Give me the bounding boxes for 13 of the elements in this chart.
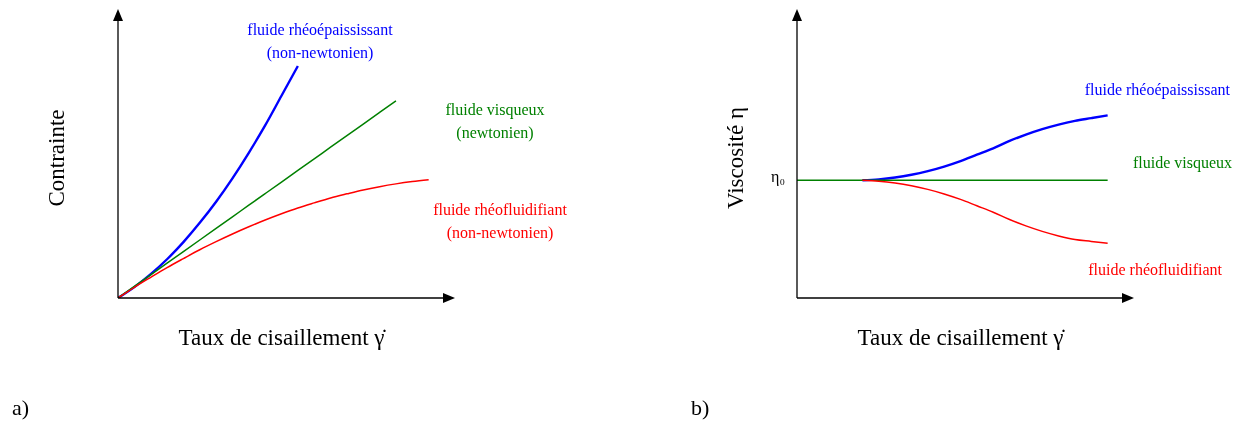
series-label: fluide rhéofluidifiant (1087, 260, 1222, 280)
text: b) (691, 395, 710, 421)
x-axis-title: Taux de cisaillement γ̇ (177, 325, 387, 351)
x-axis-title: Taux de cisaillement γ̇ (856, 325, 1066, 351)
text: fluide visqueux (newtonien) (444, 100, 546, 144)
series-label: fluide rhéoépaississant (1083, 80, 1230, 101)
text: η₀ (771, 168, 785, 185)
y-axis-title: Contrainte (44, 108, 70, 209)
text: fluide rhéoépaississant (non-newtonien) (246, 20, 394, 64)
series-label: fluide visqueux (1131, 153, 1232, 174)
text: a) (12, 395, 30, 421)
y-axis-title: Viscosité η (723, 106, 749, 211)
series-label: fluide rhéofluidifiant (non-newtonien) (432, 200, 568, 244)
